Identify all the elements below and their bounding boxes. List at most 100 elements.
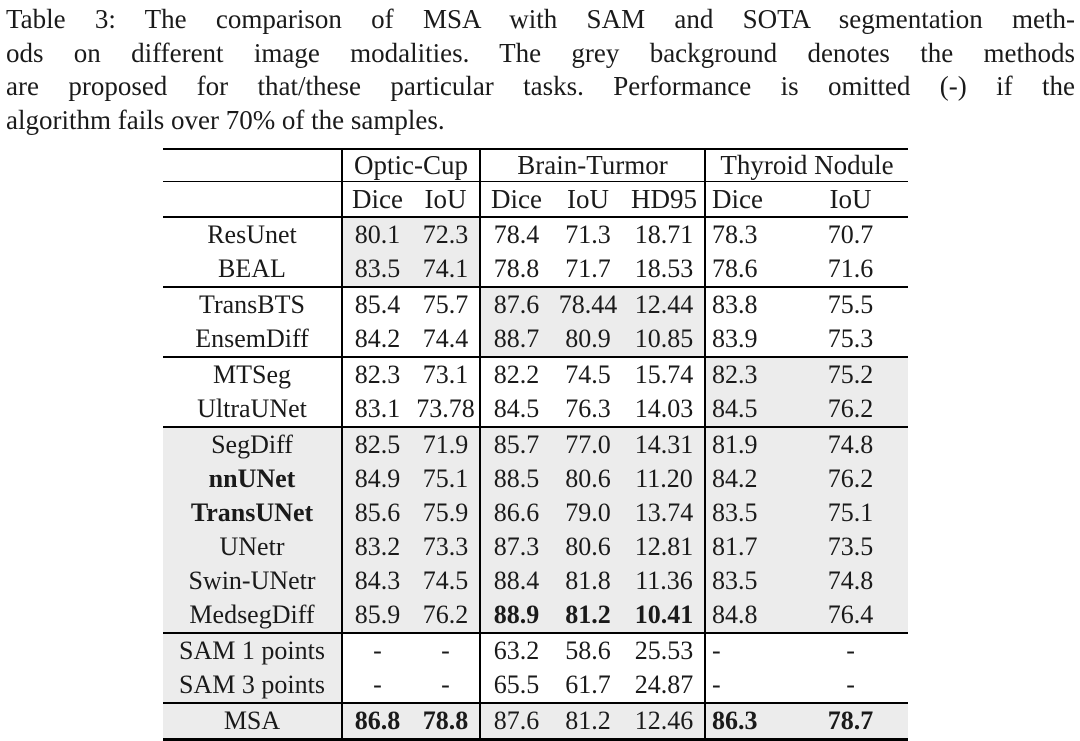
value-cell: 76.3 <box>552 392 624 428</box>
value-cell: 81.9 <box>704 427 794 462</box>
value-cell: 75.3 <box>793 322 909 358</box>
value-cell: - <box>704 633 794 668</box>
value-cell: 11.20 <box>624 462 706 496</box>
value-cell: 85.7 <box>479 427 552 462</box>
value-cell: 82.2 <box>479 357 552 392</box>
table-row: SegDiff 82.5 71.9 85.7 77.0 14.31 81.9 74.8 <box>163 427 909 462</box>
value-cell: 71.6 <box>793 252 909 288</box>
results-table-body: ResUnet 80.1 72.3 78.4 71.3 18.71 78.3 70.7 BEAL… <box>163 217 909 740</box>
value-cell: 71.3 <box>565 220 611 249</box>
value-cell: 14.31 <box>624 427 706 462</box>
caption-line-1: Table 3: The comparison of MSA with SAM … <box>6 4 1075 34</box>
method-cell: UltraUNet <box>163 392 342 428</box>
table-row: nnUNet 84.9 75.1 88.5 80.6 11.20 84.2 76.2 <box>163 462 909 496</box>
value-cell: 14.03 <box>624 392 706 428</box>
value-cell: 84.5 <box>479 392 552 428</box>
value-cell: 75.9 <box>412 496 480 530</box>
results-table: Optic-Cup Brain-Turmor Thyroid Nodule Di… <box>163 148 909 741</box>
value-cell: 75.7 <box>422 290 469 319</box>
value-cell: 18.71 <box>634 220 694 249</box>
value-cell: 78.8 <box>479 252 552 288</box>
table-row: MedsegDiff 85.9 76.2 88.9 81.2 10.41 84.8 76.4 <box>163 598 909 634</box>
method-cell: EnsemDiff <box>163 322 342 358</box>
value-cell: 83.8 <box>704 287 794 322</box>
value-cell: 74.8 <box>793 427 909 462</box>
value-cell: - <box>412 668 480 704</box>
value-cell: 74.5 <box>412 564 480 598</box>
value-cell: 12.46 <box>624 703 706 740</box>
caption-line-2: ods on different image modalities. The g… <box>6 37 1075 68</box>
value-cell: 78.6 <box>704 252 794 288</box>
value-cell: 81.8 <box>552 564 624 598</box>
table-row: UNetr 83.2 73.3 87.3 80.6 12.81 81.7 73.5 <box>163 530 909 564</box>
value-cell: 76.2 <box>793 392 909 428</box>
value-cell: 75.1 <box>793 496 909 530</box>
value-cell: 78.44 <box>552 287 624 322</box>
value-cell: 10.41 <box>624 598 706 634</box>
group-header-row: Optic-Cup Brain-Turmor Thyroid Nodule <box>163 149 909 182</box>
table-row: TransUNet 85.6 75.9 86.6 79.0 13.74 83.5 75.1 <box>163 496 909 530</box>
col-header-thyroid-dice: Dice <box>704 181 794 218</box>
value-cell: 84.9 <box>341 462 412 496</box>
value-cell: 86.8 <box>341 703 412 740</box>
value-cell: 85.4 <box>341 287 412 322</box>
value-cell: 78.8 <box>412 703 480 740</box>
value-cell: 88.4 <box>479 564 552 598</box>
group-header-brain-turmor: Brain-Turmor <box>478 149 706 182</box>
value-cell: 83.5 <box>704 564 794 598</box>
table-row: MTSeg 82.3 73.1 82.2 74.5 15.74 82.3 75.2 <box>163 357 909 392</box>
value-cell: 86.6 <box>479 496 552 530</box>
value-cell: 15.74 <box>634 360 694 389</box>
value-cell: 84.8 <box>704 598 794 634</box>
method-cell: SAM 3 points <box>163 668 342 704</box>
value-cell: 88.9 <box>479 598 552 634</box>
value-cell: 84.3 <box>341 564 412 598</box>
value-cell: 87.3 <box>479 530 552 564</box>
table-row: BEAL 83.5 74.1 78.8 71.7 18.53 78.6 71.6 <box>163 252 909 288</box>
value-cell: 77.0 <box>552 427 624 462</box>
value-cell: 83.9 <box>704 322 794 358</box>
value-cell: 78.4 <box>479 217 552 252</box>
value-cell: 70.7 <box>827 220 874 249</box>
table-caption: Table 3: The comparison of MSA with SAM … <box>6 3 1075 137</box>
value-cell: 85.9 <box>341 598 412 634</box>
method-cell: nnUNet <box>163 462 342 496</box>
table-row: Swin-UNetr 84.3 74.5 88.4 81.8 11.36 83.5 74.8 <box>163 564 909 598</box>
value-cell: 25.53 <box>634 636 694 665</box>
value-cell: 75.2 <box>793 357 909 392</box>
value-cell: - <box>341 668 412 704</box>
method-cell: MTSeg <box>213 360 291 389</box>
method-cell: TransUNet <box>163 496 342 530</box>
method-cell: BEAL <box>163 252 342 288</box>
value-cell: 87.6 <box>479 287 552 322</box>
value-cell: 82.3 <box>341 357 412 392</box>
method-cell: SegDiff <box>163 427 342 462</box>
value-cell: 72.3 <box>412 217 480 252</box>
method-cell: ResUnet <box>207 220 297 249</box>
col-header-optic-iou: IoU <box>412 181 480 218</box>
col-header-optic-dice: Dice <box>341 181 412 218</box>
value-cell: 18.53 <box>624 252 706 288</box>
value-cell: 74.4 <box>412 322 480 358</box>
value-cell: 80.6 <box>552 462 624 496</box>
value-cell: 82.3 <box>704 357 794 392</box>
value-cell: 71.9 <box>412 427 480 462</box>
value-cell: 85.6 <box>341 496 412 530</box>
table-row: SAM 1 points - -63.2 58.6 25.53- - <box>163 633 908 668</box>
method-cell: UNetr <box>163 530 342 564</box>
table-row: TransBTS 85.4 75.7 87.6 78.44 12.44 83.8 75.5 <box>163 287 908 322</box>
value-cell: 83.5 <box>704 496 794 530</box>
value-cell: 82.5 <box>341 427 412 462</box>
value-cell: 86.3 <box>704 703 794 740</box>
value-cell: 87.6 <box>479 703 552 740</box>
method-subheader-empty <box>163 181 342 218</box>
value-cell: - <box>846 636 855 665</box>
table-row: UltraUNet 83.1 73.78 84.5 76.3 14.03 84.5 76.2 <box>163 392 909 428</box>
value-cell: 10.85 <box>624 322 706 358</box>
value-cell: 74.8 <box>793 564 909 598</box>
value-cell: 81.2 <box>552 598 624 634</box>
value-cell: 24.87 <box>624 668 706 704</box>
table-row: ResUnet 80.1 72.3 78.4 71.3 18.71 78.3 70.7 <box>163 217 908 252</box>
value-cell: 83.5 <box>341 252 412 288</box>
value-cell: 74.5 <box>565 360 611 389</box>
